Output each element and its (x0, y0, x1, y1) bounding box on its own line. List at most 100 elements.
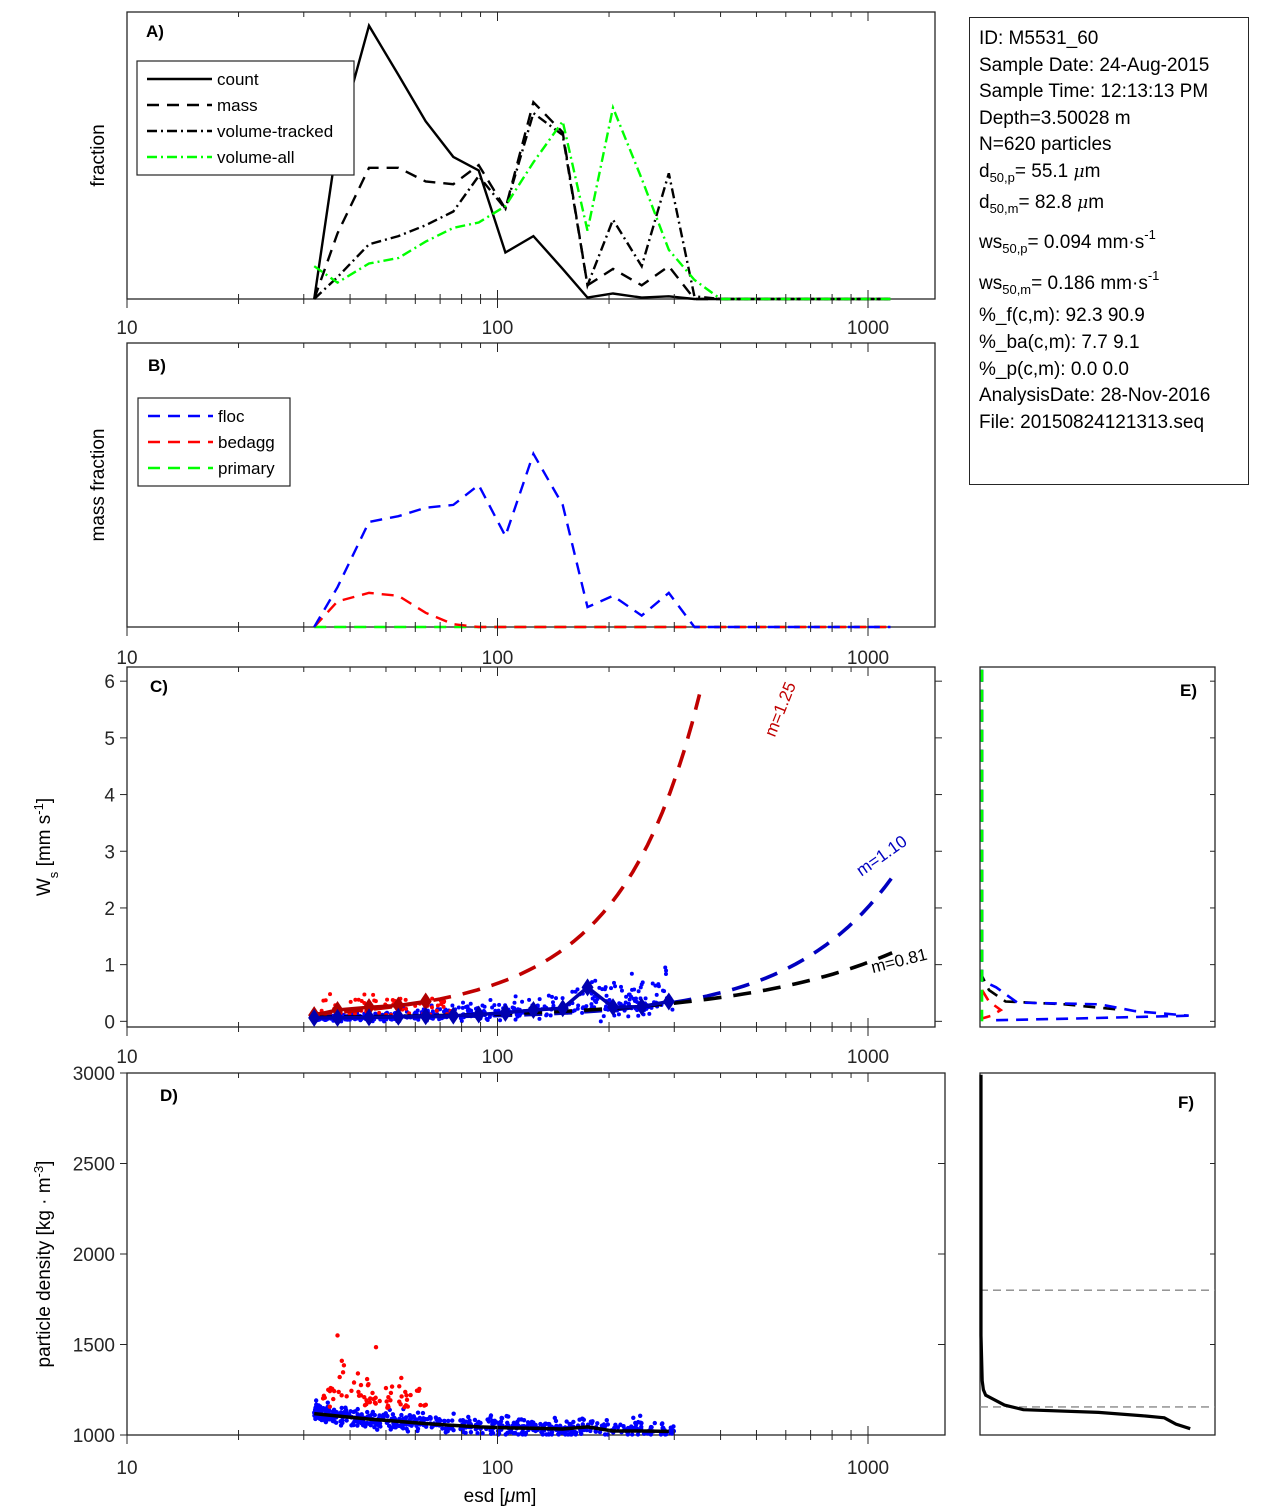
scatter-point-floc (598, 1019, 603, 1024)
x-tick-label: 10 (116, 1458, 137, 1479)
scatter-point-bedagg (388, 1398, 393, 1403)
scatter-point-bedagg (340, 1370, 346, 1375)
scatter-point-floc (511, 1420, 517, 1426)
y-axis-label-d: particle density [kg · m-3] (31, 1161, 56, 1368)
scatter-point-floc (549, 994, 554, 999)
scatter-point-floc (662, 1432, 668, 1437)
scatter-point-floc (580, 1422, 586, 1427)
y-tick-label: 6 (104, 672, 115, 693)
scatter-point-floc (393, 1425, 398, 1430)
scatter-point-floc (593, 978, 598, 983)
scatter-point-floc (660, 988, 665, 993)
scatter-point-floc (629, 971, 634, 976)
scatter-point-bedagg (364, 1376, 370, 1382)
scatter-point-bedagg (349, 1388, 354, 1393)
scatter-point-floc (404, 1426, 409, 1431)
scatter-point-floc (415, 1428, 420, 1434)
scatter-point-floc (579, 1431, 584, 1436)
scatter-point-floc (343, 1405, 348, 1410)
scatter-point-floc (549, 1432, 555, 1437)
scatter-point-floc (546, 993, 551, 998)
scatter-point-floc (664, 968, 669, 973)
scatter-point-bedagg (404, 1006, 409, 1011)
scatter-point-floc (539, 1429, 544, 1435)
scatter-point-floc (399, 1424, 405, 1430)
scatter-point-bedagg (385, 997, 390, 1002)
scatter-point-floc (652, 1420, 657, 1426)
scatter-point-floc (619, 988, 624, 993)
scatter-point-floc (388, 1427, 393, 1432)
profile-line-count (980, 669, 1124, 1012)
scatter-point-floc (381, 1412, 386, 1417)
scatter-point-bedagg (404, 1393, 409, 1398)
scatter-point-floc (627, 997, 632, 1002)
y-axis-label-c-part: W (34, 878, 55, 896)
y-axis-label-c-part: s (46, 871, 61, 878)
panel-e: E) (979, 666, 1216, 1028)
scatter-point-floc (438, 1007, 443, 1012)
series-line-mass (313, 99, 891, 301)
panel-d: 1000 1500 2000 2500 3000 10 100 1000 D) esd [μm] p… (31, 1064, 946, 1507)
scatter-point-floc (490, 1430, 496, 1436)
scatter-point-floc (636, 1013, 641, 1018)
scatter-point-floc (355, 1406, 360, 1412)
d50p-unit: m (1084, 160, 1101, 182)
scatter-point-bedagg (364, 1398, 369, 1403)
scatter-point-bedagg (403, 1389, 408, 1395)
scatter-point-bedagg (341, 1363, 347, 1368)
y-axis-label-a: fraction (88, 124, 109, 186)
scatter-point-floc (604, 1418, 609, 1423)
scatter-point-floc (352, 1419, 357, 1424)
d50m-value: = 82.8 (1018, 191, 1078, 213)
y-tick-label: 3000 (73, 1064, 115, 1085)
info-ws50p: ws50,p= 0.094 mm·s-1 (979, 228, 1248, 257)
scatter-point-bedagg (385, 1405, 390, 1410)
y-axis-label-d-part: particle density [kg · m (34, 1177, 55, 1367)
scatter-point-floc (362, 1421, 367, 1426)
scatter-point-floc (492, 1003, 497, 1008)
info-depth: Depth=3.50028 m (979, 107, 1131, 129)
scatter-point-bedagg (353, 997, 358, 1002)
scatter-point-floc (638, 1420, 643, 1425)
scatter-point-floc (595, 1421, 600, 1426)
scatter-point-floc (401, 1416, 406, 1421)
scatter-point-floc (570, 989, 575, 994)
scatter-point-floc (636, 989, 641, 994)
scatter-point-floc (575, 987, 580, 992)
median-marker-floc-line (314, 985, 670, 1020)
legend-label-primary: primary (218, 459, 275, 478)
scatter-point-floc (443, 1430, 448, 1435)
scatter-point-floc (557, 1423, 563, 1428)
info-pct-bedagg: %_ba(c,m): 7.7 9.1 (979, 331, 1140, 353)
y-tick-label: 1500 (73, 1336, 115, 1357)
scatter-point-bedagg (434, 1008, 439, 1013)
scatter-point-floc (498, 1018, 503, 1023)
scatter-point-floc (468, 1430, 474, 1435)
scatter-point-floc (323, 1419, 329, 1425)
scatter-point-bedagg (377, 1010, 382, 1015)
panel-label-c: C) (150, 677, 168, 696)
scatter-point-floc (590, 996, 595, 1001)
y-tick-label: 1000 (73, 1426, 115, 1447)
scatter-point-floc (605, 1422, 611, 1427)
scatter-point-floc (488, 1413, 494, 1418)
scatter-point-bedagg (320, 1396, 326, 1401)
scatter-point-floc (560, 996, 565, 1001)
scatter-point-floc (399, 1412, 404, 1418)
scatter-point-floc (472, 1417, 478, 1423)
scatter-point-floc (527, 1421, 533, 1426)
scatter-point-bedagg (362, 992, 367, 997)
scatter-point-floc (571, 1419, 576, 1425)
x-tick-label: 1000 (847, 1458, 889, 1479)
scatter-point-floc (631, 1415, 636, 1420)
scatter-point-floc (338, 1423, 344, 1428)
info-sample-time: Sample Time: 12:13:13 PM (979, 81, 1209, 103)
scatter-point-floc (480, 1430, 485, 1436)
scatter-point-floc (630, 987, 635, 992)
x-tick-label: 1000 (847, 318, 889, 339)
scatter-point-floc (519, 1417, 524, 1422)
scatter-point-floc (654, 992, 659, 997)
scatter-point-floc (612, 1425, 617, 1431)
ws50m-sub: 50,m (1002, 281, 1032, 297)
d50m-sub: 50,m (989, 200, 1019, 216)
